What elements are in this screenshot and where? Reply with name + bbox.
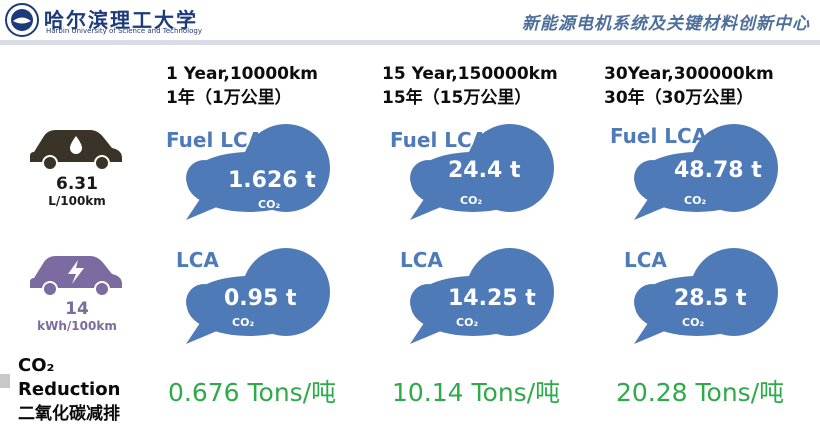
electric-car-icon [30,256,122,297]
column-header-line1: 30Year,300000km [604,64,774,84]
ev-lca-cloud-2: LCA 14.25 t CO₂ [398,244,578,359]
university-name-cn: 哈尔滨理工大学 [44,8,198,32]
speech-cloud-icon [634,248,778,344]
ev-lca-cloud-3: LCA 28.5 t CO₂ [622,244,802,359]
co2-label-line3: 二氧化碳减排 [18,404,120,424]
speech-cloud-icon [186,248,330,344]
header: 哈尔滨理工大学 Harbin University of Science and… [0,0,820,40]
column-header-3: 30Year,300000km 30年（30万公里） [604,62,774,110]
cloud-value: 48.78 t [674,158,762,183]
cloud-co2-unit: CO₂ [682,316,705,329]
side-panel-handle[interactable] [0,374,10,388]
cloud-co2-unit: CO₂ [258,198,281,211]
co2-label-line2: Reduction [18,379,121,400]
column-header-line2: 30年（30万公里） [604,88,754,108]
cloud-value: 0.95 t [224,286,297,311]
column-header-line2: 15年（15万公里） [382,88,532,108]
header-divider [0,40,820,45]
cloud-co2-unit: CO₂ [456,316,479,329]
fuel-lca-cloud-3: Fuel LCA 48.78 t CO₂ [610,120,802,235]
university-name-en: Harbin University of Science and Technol… [46,27,202,35]
cloud-value: 28.5 t [674,286,747,311]
cloud-co2-unit: CO₂ [232,316,255,329]
ev-consumption-value: 14 [65,299,89,319]
cloud-label: LCA [176,248,219,272]
cloud-value: 14.25 t [448,286,536,311]
cloud-co2-unit: CO₂ [460,194,483,207]
cloud-value: 24.4 t [448,158,521,183]
university-emblem-icon [5,3,39,37]
ev-consumption-unit: kWh/100km [37,319,117,333]
reduction-value-2: 10.14 Tons/吨 [392,378,561,407]
speech-cloud-icon [186,124,330,220]
cloud-label: Fuel LCA [610,124,708,148]
column-header-line1: 1 Year,10000km [166,64,319,84]
fuel-consumption-value: 6.31 [56,174,98,194]
co2-reduction-label: CO₂ Reduction 二氧化碳减排 [18,354,120,426]
fuel-drop-icon [70,136,82,154]
fuel-consumption-unit: L/100km [48,194,106,208]
cloud-label: LCA [624,248,667,272]
research-center-name: 新能源电机系统及关键材料创新中心 [522,14,810,34]
column-header-line2: 1年（1万公里） [166,88,292,108]
ev-lca-cloud-1: LCA 0.95 t CO₂ [174,244,354,359]
column-header-1: 1 Year,10000km 1年（1万公里） [166,62,318,110]
speech-cloud-icon [410,248,554,344]
cloud-label: LCA [400,248,443,272]
column-header-line1: 15 Year,150000km [382,64,558,84]
fuel-lca-cloud-1: Fuel LCA 1.626 t CO₂ [166,120,354,235]
cloud-label: Fuel LCA [390,128,488,152]
reduction-value-1: 0.676 Tons/吨 [168,378,337,407]
cloud-co2-unit: CO₂ [684,194,707,207]
fuel-lca-cloud-2: Fuel LCA 24.4 t CO₂ [390,120,578,235]
speech-cloud-icon [634,124,778,220]
speech-cloud-icon [410,124,554,220]
column-header-2: 15 Year,150000km 15年（15万公里） [382,62,558,110]
lightning-icon [68,260,84,284]
cloud-label: Fuel LCA [166,128,264,152]
fuel-car-icon [30,130,122,171]
co2-label-line1: CO₂ [18,355,55,376]
cloud-value: 1.626 t [228,168,316,193]
reduction-value-3: 20.28 Tons/吨 [616,378,785,407]
